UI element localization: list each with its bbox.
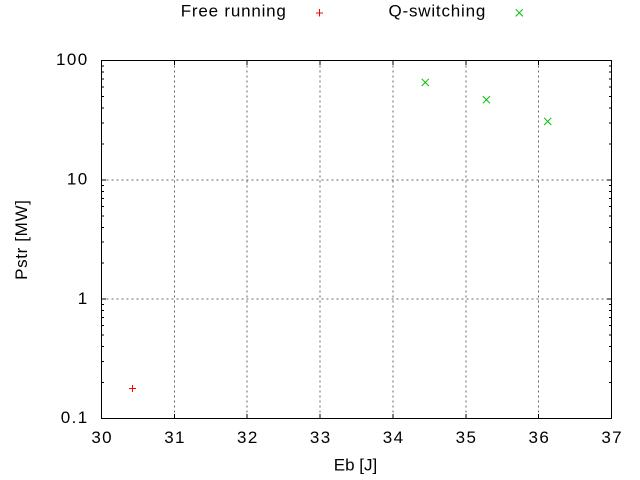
svg-text:10: 10 xyxy=(67,170,89,189)
svg-text:35: 35 xyxy=(456,428,478,447)
svg-text:32: 32 xyxy=(237,428,259,447)
svg-text:100: 100 xyxy=(56,50,89,69)
svg-text:34: 34 xyxy=(383,428,405,447)
svg-text:0.1: 0.1 xyxy=(61,408,89,427)
svg-text:31: 31 xyxy=(164,428,186,447)
svg-text:Pstr [MW]: Pstr [MW] xyxy=(12,199,31,279)
svg-text:Q-switching: Q-switching xyxy=(388,2,486,21)
svg-text:37: 37 xyxy=(601,428,623,447)
svg-text:1: 1 xyxy=(78,289,89,308)
svg-text:Eb [J]: Eb [J] xyxy=(334,456,377,475)
svg-text:30: 30 xyxy=(91,428,113,447)
svg-text:Free running: Free running xyxy=(181,2,287,21)
svg-text:33: 33 xyxy=(310,428,332,447)
svg-text:36: 36 xyxy=(528,428,550,447)
